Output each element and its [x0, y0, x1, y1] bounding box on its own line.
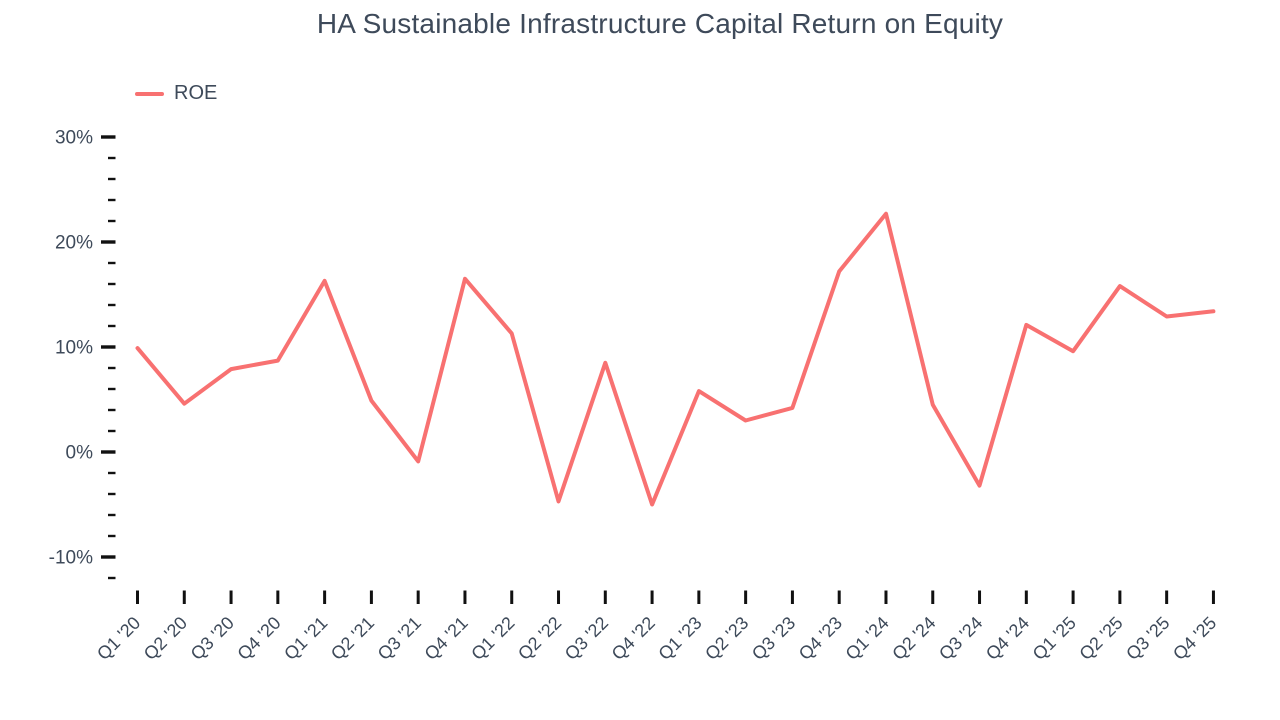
y-axis-label: -10% [49, 548, 93, 569]
x-axis-label: Q1 '22 [467, 613, 518, 664]
x-axis-label: Q4 '25 [1169, 613, 1220, 664]
x-axis-label: Q2 '25 [1075, 613, 1126, 664]
x-axis-label: Q4 '24 [982, 613, 1033, 664]
x-axis-label: Q1 '21 [280, 613, 331, 664]
x-axis-label: Q3 '20 [187, 613, 238, 664]
x-axis-label: Q3 '25 [1122, 613, 1173, 664]
x-axis-label: Q1 '20 [93, 613, 144, 664]
x-axis-label: Q4 '20 [233, 613, 284, 664]
y-axis-label: 30% [55, 128, 93, 149]
y-axis-label: 20% [55, 233, 93, 254]
x-axis-label: Q3 '24 [935, 613, 986, 664]
x-axis-label: Q1 '24 [842, 613, 893, 664]
chart-title: HA Sustainable Infrastructure Capital Re… [316, 8, 1004, 39]
x-axis-label: Q4 '21 [421, 613, 472, 664]
y-axis-label: 10% [55, 338, 93, 359]
legend-line-swatch [135, 91, 164, 96]
x-axis-label: Q1 '23 [654, 613, 705, 664]
legend: ROE [135, 82, 217, 105]
x-axis-label: Q4 '22 [608, 613, 659, 664]
roe-series-line [135, 211, 1216, 507]
x-axis-label: Q4 '23 [795, 613, 846, 664]
legend-label: ROE [174, 82, 218, 104]
x-axis-label: Q3 '23 [748, 613, 799, 664]
x-axis-label: Q2 '24 [888, 613, 939, 664]
x-axis-label: Q1 '25 [1029, 613, 1080, 664]
x-axis-label: Q2 '23 [701, 613, 752, 664]
y-axis-label: 0% [66, 443, 94, 464]
x-axis-label: Q2 '21 [327, 613, 378, 664]
x-axis-label: Q2 '22 [514, 613, 565, 664]
x-axis-label: Q3 '21 [374, 613, 425, 664]
x-axis-label: Q2 '20 [140, 613, 191, 664]
x-axis-label: Q3 '22 [561, 613, 612, 664]
